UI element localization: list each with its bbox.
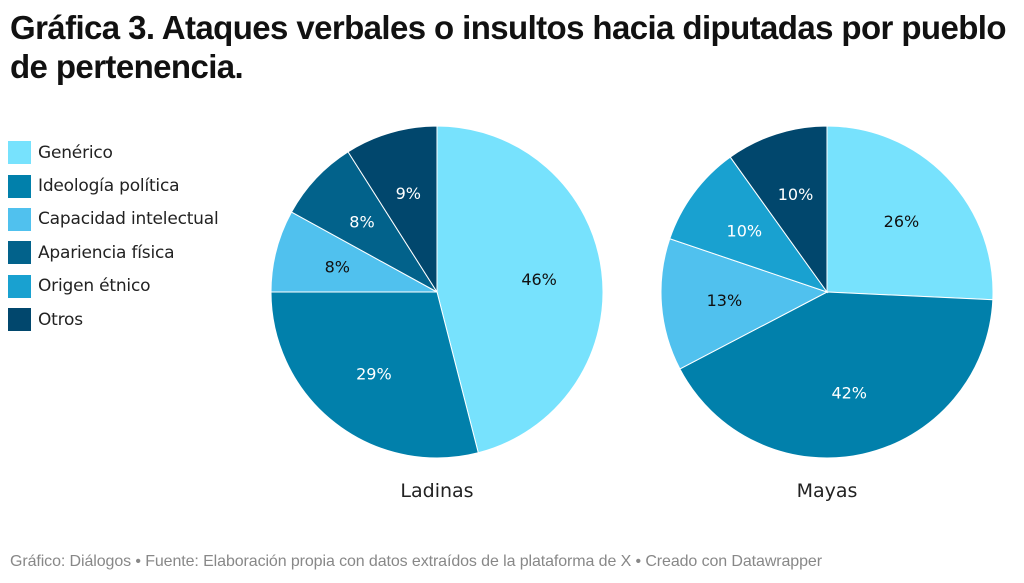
pie-slice-mayas-origen-etnico — [669, 156, 829, 293]
legend-swatch — [8, 308, 31, 332]
pie-data-label: 8% — [325, 257, 350, 276]
legend-label: Origen étnico — [38, 276, 151, 297]
legend-swatch — [8, 174, 31, 198]
legend-swatch — [8, 274, 31, 298]
pie-data-label: 8% — [349, 213, 374, 232]
pie-slice-ladinas-ideologia-politica — [270, 291, 479, 459]
legend-item-origen-etnico: Origen étnico — [8, 270, 219, 303]
footer-credits: Gráfico: Diálogos • Fuente: Elaboración … — [10, 553, 822, 570]
legend-label: Capacidad intelectual — [38, 209, 219, 230]
pie-data-label: 13% — [707, 291, 743, 310]
pie-title-ladinas: Ladinas — [400, 480, 473, 502]
legend: Genérico Ideología política Capacidad in… — [8, 136, 219, 336]
pie-title-mayas: Mayas — [797, 480, 858, 502]
legend-label: Genérico — [38, 142, 113, 163]
pie-data-label: 46% — [521, 270, 557, 289]
pie-slice-mayas-otros — [729, 125, 828, 294]
legend-item-ideologia-politica: Ideología política — [8, 169, 219, 202]
pie-data-label: 10% — [727, 222, 763, 241]
pie-data-label: 26% — [884, 212, 920, 231]
legend-label: Otros — [38, 309, 83, 330]
chart-title: Gráfica 3. Ataques verbales o insultos h… — [10, 9, 1006, 85]
legend-item-capacidad-intelectual: Capacidad intelectual — [8, 203, 219, 236]
pie-slice-mayas-capacidad-intelectual — [660, 238, 829, 370]
legend-swatch — [8, 241, 31, 265]
legend-item-generico: Genérico — [8, 136, 219, 169]
pie-data-label: 10% — [778, 185, 814, 204]
pie-data-label: 9% — [396, 184, 421, 203]
pie-slice-ladinas-generico — [436, 125, 604, 454]
pie-slice-mayas-generico — [826, 125, 994, 301]
legend-label: Ideología política — [38, 176, 180, 197]
legend-swatch — [8, 207, 31, 231]
legend-label: Apariencia física — [38, 242, 175, 263]
pie-data-label: 29% — [356, 364, 392, 383]
legend-swatch — [8, 141, 31, 165]
pie-data-label: 42% — [831, 383, 867, 402]
pie-mayas: 26% 42% 13% 10% 10% Mayas — [660, 125, 994, 502]
legend-item-otros: Otros — [8, 303, 219, 336]
pie-slice-mayas-ideologia-politica — [679, 291, 994, 459]
pie-ladinas: 46% 29% 8% 8% 9% Ladinas — [270, 125, 604, 502]
legend-item-apariencia-fisica: Apariencia física — [8, 236, 219, 269]
pie-slice-ladinas-otros — [347, 125, 438, 294]
